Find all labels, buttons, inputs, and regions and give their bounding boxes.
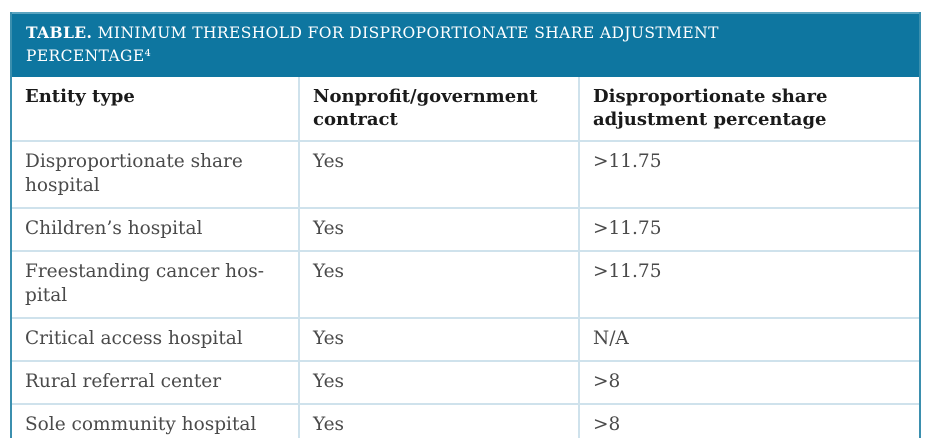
cell-contract: Yes — [298, 362, 578, 403]
cell-entity-type: Freestanding cancer hos- pital — [25, 261, 264, 306]
cell-entity-type: Children’s hospital — [25, 218, 203, 239]
cell-adjustment-percentage: >8 — [578, 405, 919, 438]
cell-adjustment-percentage: >11.75 — [578, 142, 919, 207]
cell-adjustment-percentage: >11.75 — [578, 209, 919, 250]
table-row: Freestanding cancer hos- pital Yes >11.7… — [12, 250, 919, 317]
cell-contract: Yes — [298, 142, 578, 207]
cell-entity-type: Critical access hospital — [25, 328, 243, 349]
table-row: Rural referral center Yes >8 — [12, 360, 919, 403]
cell-contract: Yes — [298, 252, 578, 317]
cell-entity-type: Disproportionate share hospital — [25, 151, 243, 196]
table-title-band: TABLE. MINIMUM THRESHOLD FOR DISPROPORTI… — [12, 12, 919, 77]
data-table: Entity type Nonprofit/government contrac… — [12, 77, 919, 438]
cell-entity-type: Sole community hospital — [25, 414, 257, 435]
cell-contract: Yes — [298, 405, 578, 438]
cell-adjustment-percentage: N/A — [578, 319, 919, 360]
cell-contract: Yes — [298, 209, 578, 250]
cell-adjustment-percentage: >8 — [578, 362, 919, 403]
column-header-disproportionate-share-adjustment-percentage: Disproportionate share adjustment percen… — [578, 77, 919, 140]
column-header-entity-type: Entity type — [25, 86, 135, 107]
table-card: TABLE. MINIMUM THRESHOLD FOR DISPROPORTI… — [10, 12, 921, 438]
table-row: Disproportionate share hospital Yes >11.… — [12, 140, 919, 207]
table-row: Sole community hospital Yes >8 — [12, 403, 919, 438]
table-title-label: TABLE. — [26, 23, 93, 42]
cell-contract: Yes — [298, 319, 578, 360]
table-title-text: MINIMUM THRESHOLD FOR DISPROPORTIONATE S… — [26, 24, 719, 65]
column-header-nonprofit-government-contract: Nonprofit/government contract — [298, 77, 578, 140]
table-row: Critical access hospital Yes N/A — [12, 317, 919, 360]
table-row: Children’s hospital Yes >11.75 — [12, 207, 919, 250]
cell-adjustment-percentage: >11.75 — [578, 252, 919, 317]
table-header-row: Entity type Nonprofit/government contrac… — [12, 77, 919, 140]
cell-entity-type: Rural referral center — [25, 371, 222, 392]
